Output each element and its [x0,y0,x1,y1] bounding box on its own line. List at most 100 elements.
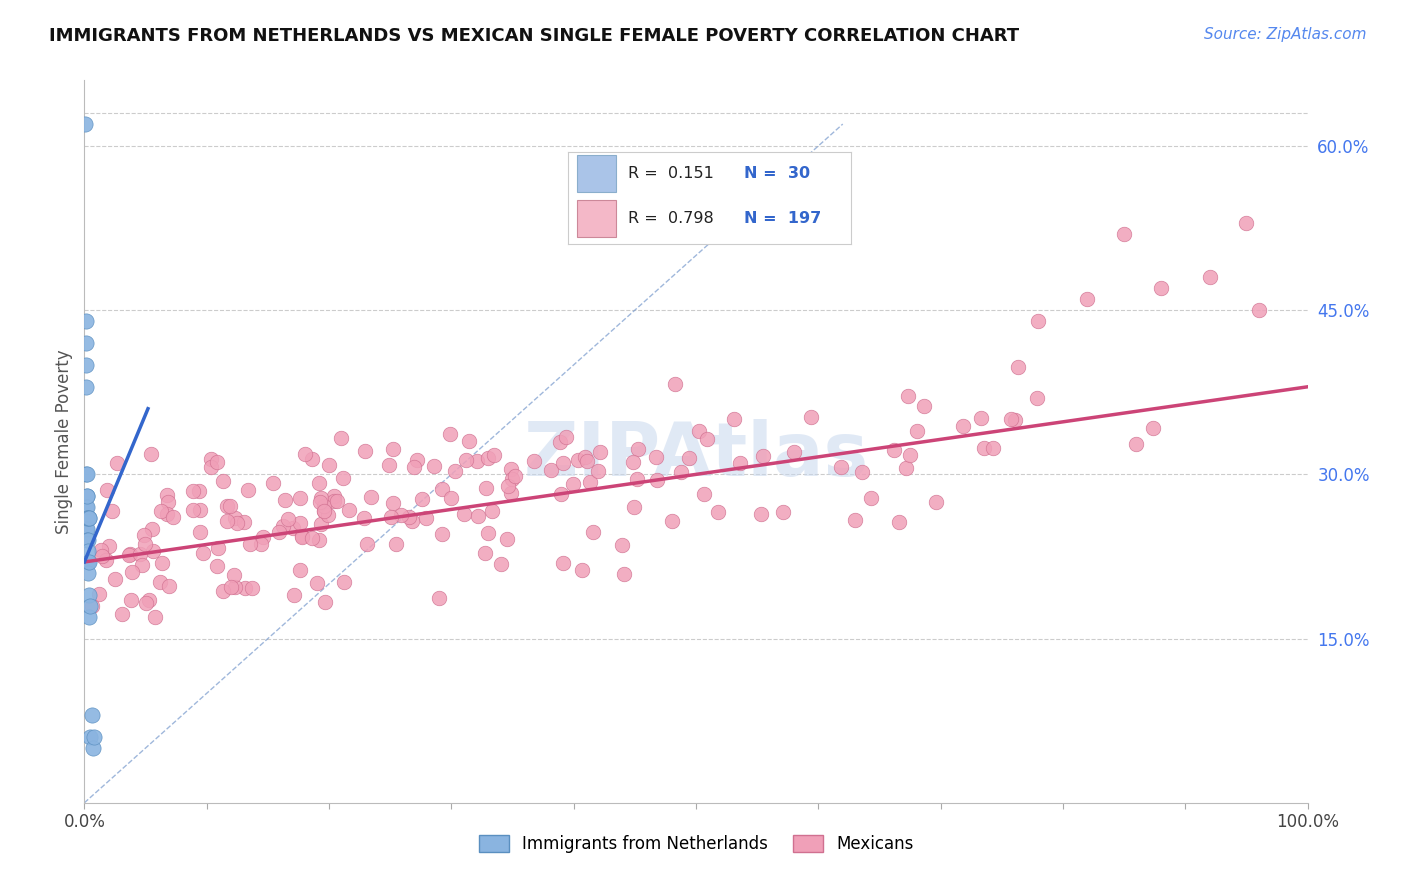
Point [589,445,612,459]
Point [501,472,523,486]
Point [75,336,97,351]
Point [749,507,772,521]
Point [477,526,499,541]
Point [76,533,98,547]
Point [389,508,412,522]
Point [309,491,332,505]
Point [249,537,271,551]
Point [207,541,229,555]
Point [970,410,993,425]
Point [706,505,728,519]
Point [567,452,589,467]
Point [883,442,905,457]
Point [578,475,600,490]
Point [432,483,454,497]
Point [135,596,157,610]
Point [131,558,153,572]
Point [925,495,948,509]
Point [1004,413,1026,427]
Point [181,484,204,499]
Point [76,489,98,503]
Point [406,453,429,467]
Point [75,358,97,372]
Point [224,567,246,582]
Point [217,514,239,528]
Point [132,528,155,542]
Point [188,503,211,517]
Point [83,730,105,744]
Point [322,494,344,508]
Point [82,741,104,756]
Point [91,549,114,564]
Point [134,536,156,550]
Point [489,558,512,572]
Point [215,500,238,514]
FancyBboxPatch shape [576,200,616,237]
Point [76,489,98,503]
Point [75,314,97,328]
Point [728,456,751,470]
Point [382,496,405,510]
Point [423,459,446,474]
Point [380,510,402,524]
Point [236,483,259,497]
Point [75,117,97,131]
Point [301,532,323,546]
Point [1198,270,1220,285]
Point [75,380,97,394]
Point [1000,412,1022,426]
Point [94,553,117,567]
Text: N =  30: N = 30 [744,167,810,181]
Point [844,513,866,527]
Point [353,510,375,524]
Point [912,400,935,414]
Point [141,522,163,536]
Point [860,491,883,505]
Point [474,481,496,495]
Text: ZIPAtlas: ZIPAtlas [523,419,869,492]
Point [333,575,356,590]
Point [1007,359,1029,374]
Point [224,510,246,524]
Point [288,516,311,530]
Point [1150,281,1173,295]
Text: R =  0.151: R = 0.151 [627,167,713,181]
Point [523,454,546,468]
Point [150,504,173,518]
Point [309,517,332,532]
Point [905,424,928,438]
Point [458,434,481,448]
Point [440,491,463,505]
Point [149,575,172,590]
Point [574,450,596,464]
Text: Source: ZipAtlas.com: Source: ZipAtlas.com [1204,27,1367,42]
Point [411,492,433,507]
Point [623,500,645,514]
FancyBboxPatch shape [576,155,616,193]
Point [77,544,100,558]
Point [688,425,710,439]
Point [76,467,98,482]
Point [484,448,506,462]
Point [96,483,118,497]
Point [308,475,330,490]
Point [1247,303,1270,318]
Point [301,452,323,467]
Text: N =  197: N = 197 [744,211,821,226]
Point [356,537,378,551]
Point [1028,314,1050,328]
Point [474,546,496,560]
Point [157,495,180,509]
Legend: Immigrants from Netherlands, Mexicans: Immigrants from Netherlands, Mexicans [472,828,920,860]
Point [429,591,451,605]
Point [129,547,152,561]
Point [981,441,1004,455]
Point [314,594,336,608]
Point [439,426,461,441]
Point [503,468,526,483]
Point [1026,392,1049,406]
Point [193,546,215,560]
Point [586,464,609,478]
Point [90,543,112,558]
Point [1114,227,1136,241]
